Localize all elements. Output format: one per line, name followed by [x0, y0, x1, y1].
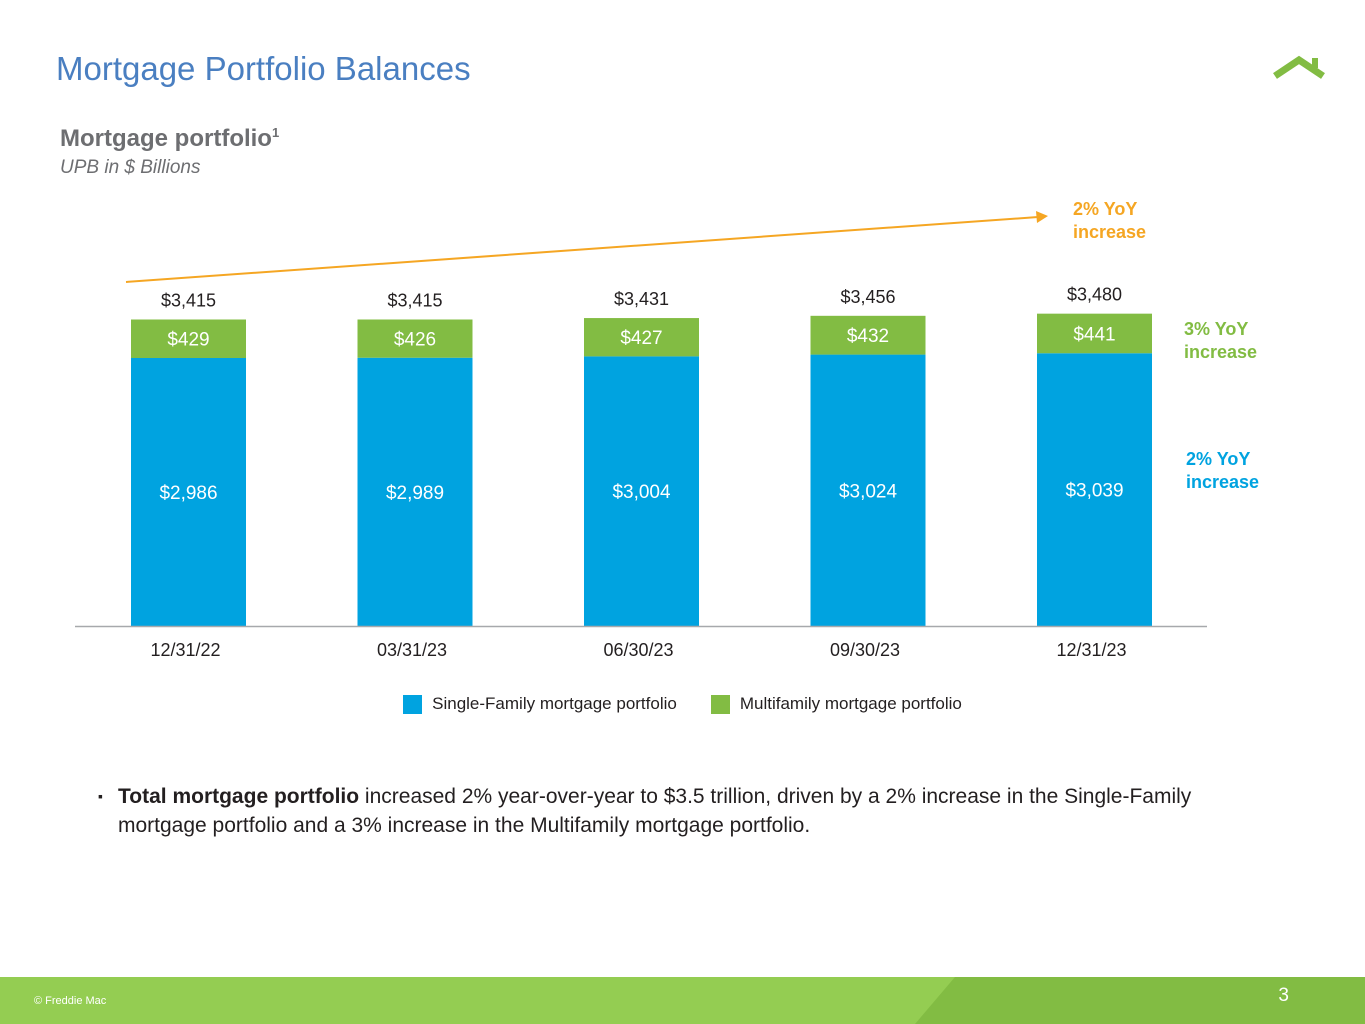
label-total-3: $3,456 — [840, 287, 895, 307]
label-single-family-4: $3,039 — [1065, 481, 1123, 502]
legend-label-single-family: Single-Family mortgage portfolio — [432, 694, 677, 713]
x-tick-label-0: 12/31/22 — [150, 640, 220, 660]
x-tick-label-2: 06/30/23 — [603, 640, 673, 660]
legend-swatch-multifamily — [710, 694, 730, 714]
x-tick-label-3: 09/30/23 — [830, 640, 900, 660]
stacked-bar-chart: $2,986 $429 $3,415 12/31/22 $2,989 $426 $3,415… — [75, 211, 1207, 660]
bar-single-family-0 — [131, 358, 246, 626]
house-logo-icon — [1273, 55, 1325, 79]
label-total-4: $3,480 — [1067, 285, 1122, 305]
bar-multifamily-3 — [810, 315, 926, 355]
total-yoy-annotation: 2% YoY increase — [1073, 199, 1147, 242]
bar-multifamily-2 — [584, 318, 699, 357]
bar-single-family-2 — [584, 356, 699, 626]
legend-item-single-family: Single-Family mortgage portfolio — [403, 694, 677, 714]
bullet-text: Total mortgage portfolio increased 2% ye… — [118, 782, 1238, 840]
bar-multifamily-4 — [1037, 313, 1152, 354]
footer-bar: © Freddie Mac 3 — [0, 977, 1365, 1024]
label-multifamily-2: $427 — [620, 328, 662, 349]
x-tick-label-1: 03/31/23 — [377, 640, 447, 660]
label-total-1: $3,415 — [387, 290, 442, 310]
multifamily-yoy-annotation: 3% YoY increase — [1184, 319, 1258, 362]
label-single-family-0: $2,986 — [159, 483, 217, 504]
label-total-0: $3,415 — [161, 290, 216, 310]
chart-legend: Single-Family mortgage portfolio Multifa… — [0, 694, 1365, 714]
footer-accent — [915, 977, 1365, 1024]
label-multifamily-3: $432 — [847, 326, 889, 347]
trend-arrow-head — [1036, 211, 1048, 223]
x-tick-label-4: 12/31/23 — [1056, 640, 1126, 660]
label-single-family-1: $2,989 — [386, 483, 444, 504]
label-multifamily-4: $441 — [1073, 324, 1115, 345]
chart-subtitle: UPB in $ Billions — [60, 157, 201, 178]
label-multifamily-0: $429 — [167, 330, 209, 351]
bar-multifamily-1 — [357, 319, 473, 358]
page-title: Mortgage Portfolio Balances — [56, 50, 471, 87]
bar-single-family-3 — [810, 354, 926, 626]
trend-arrow-line — [125, 216, 1039, 283]
bar-single-family-1 — [357, 357, 473, 626]
bullet-body-text: increased 2% year-over-year to $3.5 tril… — [118, 785, 1192, 837]
bar-single-family-4 — [1037, 353, 1152, 626]
legend-item-multifamily: Multifamily mortgage portfolio — [710, 694, 962, 714]
label-single-family-2: $3,004 — [612, 482, 671, 503]
bullet-bold-text: Total mortgage portfolio — [118, 785, 360, 808]
bar-multifamily-0 — [131, 319, 246, 358]
legend-swatch-single-family — [403, 694, 423, 714]
label-multifamily-1: $426 — [394, 330, 436, 351]
page-number: 3 — [1278, 985, 1289, 1006]
bullet-marker: ▪ — [98, 788, 103, 804]
label-total-2: $3,431 — [614, 289, 669, 309]
chart-title-text: Mortgage portfolio — [60, 125, 272, 152]
chart-title: Mortgage portfolio1 — [60, 125, 279, 153]
footnote-marker: 1 — [271, 125, 280, 140]
copyright: © Freddie Mac — [34, 995, 107, 1007]
legend-label-multifamily: Multifamily mortgage portfolio — [739, 694, 962, 713]
label-single-family-3: $3,024 — [839, 481, 898, 502]
single-family-yoy-annotation: 2% YoY increase — [1186, 449, 1260, 492]
summary-bullet: ▪ Total mortgage portfolio increased 2% … — [98, 782, 1238, 840]
